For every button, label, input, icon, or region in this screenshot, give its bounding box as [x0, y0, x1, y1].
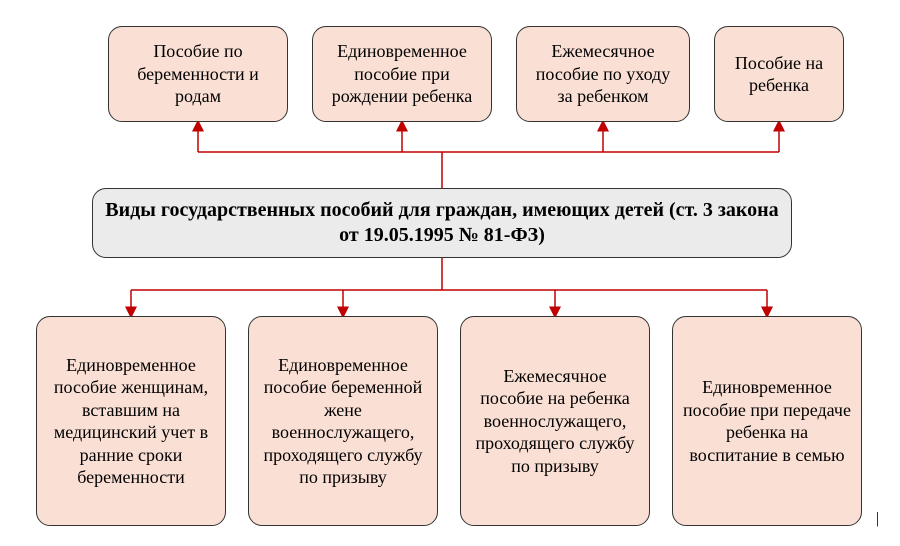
node-top-2: Единовременное пособие при рождении ребе… [312, 26, 492, 122]
title-text: Виды государственных пособий для граждан… [103, 198, 781, 248]
node-bottom-3: Ежемесячное пособие на ребенка военнослу… [460, 316, 650, 526]
node-label: Единовременное пособие женщинам, вставши… [47, 354, 215, 489]
title-node: Виды государственных пособий для граждан… [92, 188, 792, 258]
node-top-1: Пособие по беременности и родам [108, 26, 288, 122]
node-label: Единовременное пособие при рождении ребе… [323, 40, 481, 108]
node-label: Ежемесячное пособие по уходу за ребенком [527, 40, 679, 108]
node-label: Пособие на ребенка [725, 52, 833, 97]
node-top-4: Пособие на ребенка [714, 26, 844, 122]
node-label: Единовременное пособие при передаче ребе… [683, 376, 851, 466]
node-label: Пособие по беременности и родам [119, 40, 277, 108]
node-bottom-1: Единовременное пособие женщинам, вставши… [36, 316, 226, 526]
node-top-3: Ежемесячное пособие по уходу за ребенком [516, 26, 690, 122]
text-cursor-mark: | [876, 510, 879, 528]
node-label: Ежемесячное пособие на ребенка военнослу… [471, 365, 639, 478]
node-bottom-2: Единовременное пособие беременной жене в… [248, 316, 438, 526]
node-bottom-4: Единовременное пособие при передаче ребе… [672, 316, 862, 526]
node-label: Единовременное пособие беременной жене в… [259, 354, 427, 489]
